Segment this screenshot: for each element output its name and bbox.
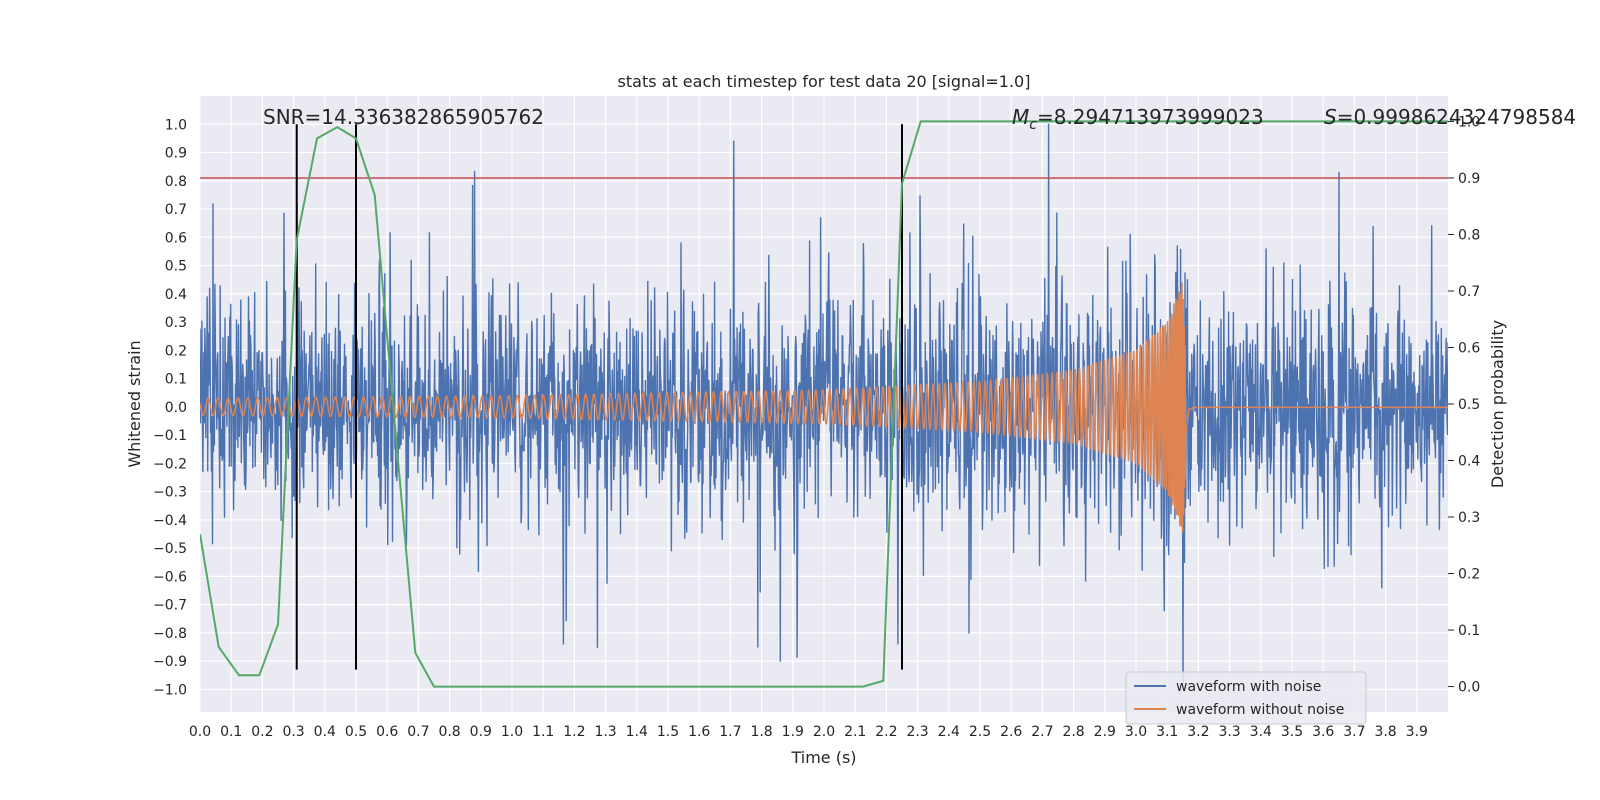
y-axis-left-ticks: 1.0 0.9 0.8 0.7 0.6 0.5 0.4 0.3 0.2 0.1 0.0 −0.1 −0.… <box>153 117 187 698</box>
vertical-markers <box>295 124 903 670</box>
x-tick-label: 3.5 <box>1281 724 1303 740</box>
x-tick-label: 0.9 <box>470 724 492 740</box>
y-right-tick-label: 0.4 <box>1458 454 1480 470</box>
x-tick-label: 3.0 <box>1125 724 1147 740</box>
legend-label-noise: waveform with noise <box>1176 679 1321 695</box>
y-right-tick-label: 1.0 <box>1458 114 1480 130</box>
y-left-tick-label: −0.1 <box>153 428 187 444</box>
y-left-tick-label: 0.8 <box>165 174 187 190</box>
x-tick-label: 2.5 <box>969 724 991 740</box>
legend-label-clean: waveform without noise <box>1176 702 1344 718</box>
x-tick-label: 0.6 <box>376 724 398 740</box>
legend-box <box>1125 671 1367 725</box>
y-left-tick-label: 0.7 <box>165 202 187 218</box>
y-left-tick-label: 0.1 <box>165 372 187 388</box>
x-tick-label: 1.0 <box>501 724 523 740</box>
x-tick-label: 1.9 <box>782 724 804 740</box>
y-left-tick-label: −0.2 <box>153 456 187 472</box>
y-right-tick-label: 0.9 <box>1458 171 1480 187</box>
x-tick-label: 3.7 <box>1343 724 1365 740</box>
y-right-tick-label: 0.6 <box>1458 340 1480 356</box>
y-right-tick-label: 0.0 <box>1458 680 1480 696</box>
y-left-tick-label: 0.5 <box>165 259 187 275</box>
y-left-tick-label: −0.9 <box>153 654 187 670</box>
y-left-tick-label: −0.8 <box>153 626 187 642</box>
y-right-tick-label: 0.5 <box>1458 397 1480 413</box>
x-tick-label: 3.2 <box>1187 724 1209 740</box>
y-left-tick-label: 0.2 <box>165 343 187 359</box>
y-left-tick-label: 0.9 <box>165 146 187 162</box>
x-tick-label: 1.6 <box>688 724 710 740</box>
y-right-tick-label: 0.7 <box>1458 284 1480 300</box>
x-tick-label: 1.1 <box>532 724 554 740</box>
y-right-tick-label: 0.1 <box>1458 623 1480 639</box>
y-left-tick-label: 0.4 <box>165 287 187 303</box>
x-tick-label: 1.5 <box>657 724 679 740</box>
y-left-tick-label: 0.0 <box>165 400 187 416</box>
y-left-tick-label: −0.4 <box>153 513 187 529</box>
x-tick-label: 1.3 <box>594 724 616 740</box>
detection-score-value: =0.9998624324798584 <box>1337 105 1576 129</box>
x-tick-label: 0.8 <box>438 724 460 740</box>
y-left-tick-label: −0.6 <box>153 569 187 585</box>
chirp-mass-annotation: Mc=8.294713973999023 <box>1012 105 1264 133</box>
chart-title: stats at each timestep for test data 20 … <box>618 72 1031 91</box>
x-tick-label: 2.1 <box>844 724 866 740</box>
x-tick-label: 0.1 <box>220 724 242 740</box>
x-tick-label: 3.9 <box>1406 724 1428 740</box>
x-tick-label: 2.9 <box>1094 724 1116 740</box>
x-tick-label: 3.3 <box>1218 724 1240 740</box>
chirp-mass-subscript: c <box>1029 117 1037 133</box>
x-tick-label: 3.1 <box>1156 724 1178 740</box>
y-left-tick-label: −0.3 <box>153 485 187 501</box>
series-waveform-without-noise <box>200 282 1448 533</box>
y-axis-right-label: Detection probability <box>1488 320 1507 488</box>
x-tick-label: 1.4 <box>626 724 648 740</box>
x-tick-label: 0.2 <box>251 724 273 740</box>
x-tick-label: 0.7 <box>407 724 429 740</box>
detection-score-annotation: S=0.9998624324798584 <box>1324 105 1576 129</box>
series-detection-probability <box>200 120 1448 688</box>
x-tick-label: 3.8 <box>1374 724 1396 740</box>
x-tick-label: 2.2 <box>875 724 897 740</box>
x-tick-label: 0.5 <box>345 724 367 740</box>
y-left-tick-label: −1.0 <box>153 682 187 698</box>
snr-annotation: SNR=14.336382865905762 <box>263 105 544 129</box>
y-left-tick-label: −0.7 <box>153 598 187 614</box>
x-tick-label: 2.3 <box>906 724 928 740</box>
x-tick-label: 2.0 <box>813 724 835 740</box>
legend: waveform with noise waveform without noi… <box>1125 671 1367 725</box>
y-left-tick-label: 0.6 <box>165 230 187 246</box>
y-left-tick-label: 1.0 <box>165 117 187 133</box>
x-tick-label: 2.4 <box>938 724 960 740</box>
y-right-tick-label: 0.8 <box>1458 227 1480 243</box>
x-axis-ticks: 0.0 0.1 0.2 0.3 0.4 0.5 0.6 0.7 0.8 0.9 1.0 1.1 1.2 1… <box>189 724 1428 740</box>
x-tick-label: 2.7 <box>1031 724 1053 740</box>
y-axis-right-ticks: 1.0 0.9 0.8 0.7 0.6 0.5 0.4 0.3 0.2 0.1 0.0 <box>1448 114 1480 696</box>
x-tick-label: 1.8 <box>750 724 772 740</box>
x-tick-label: 2.6 <box>1000 724 1022 740</box>
detection-score-symbol: S <box>1324 105 1337 129</box>
y-right-tick-label: 0.3 <box>1458 510 1480 526</box>
x-tick-label: 2.8 <box>1062 724 1084 740</box>
y-left-tick-label: 0.3 <box>165 315 187 331</box>
x-tick-label: 0.0 <box>189 724 211 740</box>
x-tick-label: 1.2 <box>563 724 585 740</box>
x-tick-label: 0.3 <box>282 724 304 740</box>
chirp-mass-symbol: M <box>1012 105 1029 129</box>
x-axis-label: Time (s) <box>790 748 856 767</box>
x-tick-label: 3.6 <box>1312 724 1334 740</box>
y-left-tick-label: −0.5 <box>153 541 187 557</box>
x-tick-label: 3.4 <box>1250 724 1272 740</box>
chirp-mass-value: =8.294713973999023 <box>1037 105 1264 129</box>
x-tick-label: 0.4 <box>314 724 336 740</box>
y-axis-left-label: Whitened strain <box>125 340 144 467</box>
x-tick-label: 1.7 <box>719 724 741 740</box>
y-right-tick-label: 0.2 <box>1458 567 1480 583</box>
